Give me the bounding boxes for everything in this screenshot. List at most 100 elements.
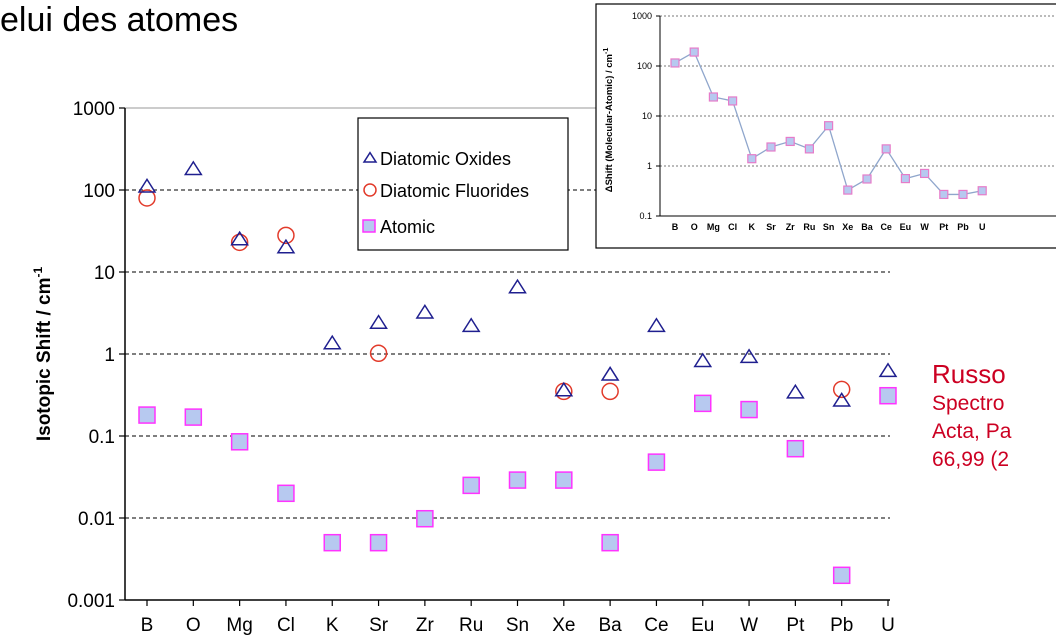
inset-y-tick-label: 10 <box>642 111 652 121</box>
oxide-point <box>554 381 574 397</box>
inset-point <box>804 144 815 154</box>
atomic-point <box>230 433 249 451</box>
inset-x-tick-label: K <box>749 222 756 232</box>
y-axis-label-text: Isotopic Shift / cm <box>34 278 55 442</box>
citation-line-2: Acta, Pa <box>932 420 1012 443</box>
oxide-point <box>739 348 759 364</box>
atomic-point <box>786 439 805 458</box>
inset-point <box>727 96 738 106</box>
x-tick-label: Ru <box>459 615 483 636</box>
inset-y-axis-label-unit-exponent: -1 <box>603 48 610 54</box>
legend-oxides-icon <box>362 151 378 163</box>
fluoride-point <box>138 189 156 207</box>
inset-point <box>670 58 680 68</box>
inset-point <box>977 186 987 196</box>
legend-oxides-label: Diatomic Oxides <box>380 149 511 169</box>
citation-line-3: 66,99 (2 <box>932 448 1010 471</box>
atomic-point <box>138 406 156 424</box>
x-tick-label: Xe <box>552 615 575 636</box>
citation-author: Russo <box>932 359 1006 389</box>
oxide-point <box>693 352 713 368</box>
oxide-point <box>878 362 898 378</box>
inset-y-axis-label: ΔShift (Molecular-Atomic) / cm-1 <box>603 48 615 193</box>
inset-point <box>843 185 853 195</box>
atomic-point <box>508 471 527 489</box>
atomic-point <box>555 471 573 489</box>
citation: Russo Spectro Acta, Pa 66,99 (2 <box>932 358 1011 474</box>
inset-x-tick-label: Ru <box>803 222 815 232</box>
inset-x-tick-label: Mg <box>707 222 720 232</box>
legend-atomic-label: Atomic <box>380 217 435 237</box>
inset-x-tick-label: W <box>920 222 929 232</box>
inset-x-tick-label: Ba <box>861 222 873 232</box>
inset-x-tick-label: Ce <box>880 222 892 232</box>
x-tick-label: Mg <box>226 615 252 636</box>
inset-point <box>689 47 699 57</box>
atomic-point <box>647 453 666 471</box>
x-tick-label: U <box>881 615 895 636</box>
inset-point <box>708 92 719 102</box>
oxide-point <box>832 392 852 407</box>
atomic-point <box>740 400 758 419</box>
x-tick-label: Sr <box>369 615 389 636</box>
inset-point <box>881 144 891 154</box>
y-tick-label: 0.001 <box>67 591 115 612</box>
inset-x-tick-label: Sn <box>823 222 835 232</box>
atomic-point <box>462 476 480 495</box>
y-tick-label: 0.01 <box>78 509 115 530</box>
fluoride-point <box>277 226 295 245</box>
y-tick-label: 0.1 <box>89 427 115 448</box>
oxide-point <box>183 160 203 176</box>
oxide-point <box>461 317 481 333</box>
atomic-point <box>694 394 712 413</box>
x-tick-label: Zr <box>416 615 435 636</box>
inset-y-tick-label: 100 <box>637 61 652 71</box>
inset-point <box>862 174 872 184</box>
inset-x-tick-label: Cl <box>728 222 737 232</box>
x-tick-label: W <box>740 615 758 636</box>
oxide-point <box>508 278 527 294</box>
y-tick-label: 1 <box>104 345 115 366</box>
inset-x-tick-label: Sr <box>766 222 776 232</box>
atomic-point <box>323 533 341 552</box>
inset-x-tick-label: O <box>691 222 698 232</box>
legend-fluorides-label: Diatomic Fluorides <box>380 181 529 201</box>
legend-box <box>357 117 569 251</box>
inset-point <box>958 189 968 200</box>
oxide-point <box>369 314 388 329</box>
y-axis-label: Isotopic Shift / cm-1 <box>31 267 55 442</box>
inset-x-tick-label: U <box>979 222 986 232</box>
atomic-point <box>832 566 851 585</box>
inset-x-tick-label: Xe <box>842 222 853 232</box>
x-tick-label: Cl <box>277 615 295 636</box>
oxide-point <box>322 334 342 350</box>
atomic-point <box>369 533 388 552</box>
fluoride-point <box>601 382 619 401</box>
inset-x-tick-label: B <box>672 222 679 232</box>
y-tick-label: 10 <box>94 263 115 284</box>
inset-y-axis-label-text: ΔShift (Molecular-Atomic) / cm <box>604 54 615 192</box>
oxide-point <box>647 317 666 333</box>
inset-x-tick-label: Eu <box>900 222 912 232</box>
oxide-point <box>276 238 296 254</box>
y-axis-label-unit-exponent: -1 <box>31 267 45 278</box>
legend-atomic-icon <box>362 219 376 233</box>
x-tick-label: O <box>186 615 201 636</box>
atomic-point <box>184 408 203 426</box>
x-tick-label: Sn <box>506 615 529 636</box>
x-tick-label: B <box>141 615 154 636</box>
x-tick-label: Ba <box>599 615 623 636</box>
atomic-point <box>879 386 897 405</box>
x-tick-label: Ce <box>644 615 668 636</box>
oxide-point <box>786 383 805 399</box>
atomic-point <box>416 509 434 528</box>
x-tick-label: Pb <box>830 615 853 636</box>
x-tick-label: Pt <box>786 615 805 636</box>
legend: Diatomic Oxides Diatomic Fluorides Atomic <box>357 117 569 251</box>
inset-x-tick-label: Zr <box>786 222 795 232</box>
fluoride-point <box>369 344 388 363</box>
inset-x-tick-label: Pt <box>939 222 948 232</box>
y-tick-label: 1000 <box>73 99 115 120</box>
